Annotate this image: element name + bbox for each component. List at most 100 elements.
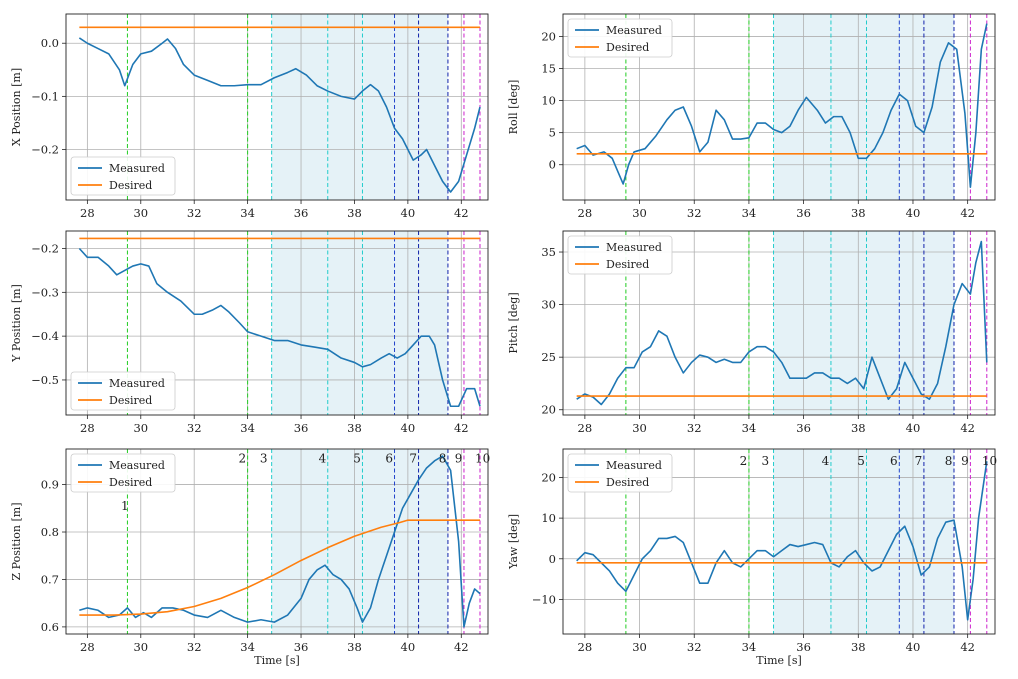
- legend: Measured Desired: [70, 156, 176, 196]
- legend-label: Desired: [606, 476, 649, 489]
- x-tick-label: 30: [133, 421, 148, 435]
- legend-label: Desired: [606, 258, 649, 271]
- event-annotation: 10: [475, 451, 490, 465]
- y-tick-label: −10: [532, 592, 556, 606]
- y-tick-label: 0: [549, 158, 556, 172]
- y-tick-label: 25: [541, 350, 556, 364]
- x-tick-label: 28: [80, 206, 95, 220]
- event-annotation: 1: [121, 499, 129, 513]
- x-tick-label: 28: [578, 421, 593, 435]
- y-tick-label: 20: [541, 470, 556, 484]
- x-tick-label: 36: [294, 206, 309, 220]
- x-tick-label: 32: [187, 640, 202, 654]
- axes-frame: [562, 13, 996, 201]
- x-tick-label: 36: [796, 421, 811, 435]
- y-tick-label: −0.4: [31, 329, 59, 343]
- y-tick-label: 15: [541, 62, 556, 76]
- series-line-measured: [78, 37, 481, 193]
- event-annotation: 8: [439, 451, 447, 465]
- x-tick-label: 34: [742, 421, 757, 435]
- x-tick-label: 42: [454, 640, 469, 654]
- legend: Measured Desired: [567, 18, 673, 58]
- event-annotation: 6: [385, 451, 393, 465]
- x-tick-label: 40: [906, 206, 921, 220]
- x-tick-label: 32: [687, 640, 702, 654]
- event-annotation: 3: [260, 451, 268, 465]
- x-tick-label: 30: [632, 640, 647, 654]
- x-tick-label: 40: [401, 206, 416, 220]
- shaded-region: [773, 449, 954, 634]
- event-annotation: 9: [455, 451, 463, 465]
- x-tick-label: 34: [240, 206, 255, 220]
- y-tick-label: 20: [541, 29, 556, 43]
- event-annotation: 4: [319, 451, 327, 465]
- legend-label: Measured: [606, 241, 662, 254]
- legend-label: Measured: [606, 459, 662, 472]
- y-tick-label: 0.6: [41, 620, 59, 634]
- y-tick-label: −0.2: [31, 143, 59, 157]
- legend-label: Desired: [109, 394, 152, 407]
- y-tick-label: 35: [541, 245, 556, 259]
- x-tick-label: 32: [187, 421, 202, 435]
- x-tick-label: 42: [454, 206, 469, 220]
- legend-label: Desired: [109, 476, 152, 489]
- x-tick-label: 30: [133, 206, 148, 220]
- y-tick-label: 0.7: [41, 572, 59, 586]
- x-tick-label: 36: [294, 421, 309, 435]
- x-tick-label: 36: [796, 640, 811, 654]
- x-tick-label: 38: [851, 640, 866, 654]
- x-tick-label: 38: [851, 421, 866, 435]
- x-tick-label: 40: [906, 421, 921, 435]
- event-annotation: 7: [915, 454, 923, 468]
- y-tick-label: −0.2: [31, 242, 59, 256]
- x-tick-label: 42: [960, 206, 975, 220]
- x-tick-label: 42: [960, 421, 975, 435]
- x-tick-label: 30: [632, 206, 647, 220]
- x-tick-label: 42: [454, 421, 469, 435]
- y-axis-label: X Position [m]: [10, 68, 23, 146]
- y-tick-label: 10: [541, 511, 556, 525]
- event-annotation: 2: [238, 451, 246, 465]
- x-axis-label: Time [s]: [254, 654, 300, 667]
- x-tick-label: 38: [851, 206, 866, 220]
- event-annotation: 3: [762, 454, 770, 468]
- x-tick-label: 38: [347, 421, 362, 435]
- y-axis-label: Z Position [m]: [10, 502, 23, 580]
- y-tick-label: 0: [549, 552, 556, 566]
- y-axis-label: Roll [deg]: [507, 80, 520, 135]
- x-tick-label: 34: [240, 640, 255, 654]
- legend: Measured Desired: [70, 453, 176, 493]
- x-tick-label: 40: [401, 421, 416, 435]
- event-annotation: 2: [740, 454, 748, 468]
- x-tick-label: 32: [187, 206, 202, 220]
- y-tick-label: −0.3: [31, 285, 59, 299]
- series-line-measured: [576, 23, 988, 188]
- x-tick-label: 34: [742, 206, 757, 220]
- y-tick-label: 20: [541, 403, 556, 417]
- panel-z-position: 28 30 32 34 36 38 40 420.60.70.80.9Z Position […: [10, 448, 490, 667]
- x-tick-label: 32: [687, 206, 702, 220]
- x-tick-label: 36: [294, 640, 309, 654]
- y-tick-label: 10: [541, 94, 556, 108]
- y-tick-label: 5: [549, 126, 556, 140]
- x-tick-label: 40: [906, 640, 921, 654]
- legend-label: Desired: [606, 41, 649, 54]
- x-tick-label: 34: [240, 421, 255, 435]
- shaded-region: [271, 231, 448, 415]
- event-annotation: 10: [982, 454, 997, 468]
- legend-label: Measured: [606, 24, 662, 37]
- y-tick-label: 0.0: [41, 36, 59, 50]
- x-tick-label: 28: [578, 206, 593, 220]
- x-tick-label: 38: [347, 206, 362, 220]
- axes-frame: [562, 230, 996, 416]
- x-tick-label: 36: [796, 206, 811, 220]
- series-line-measured: [78, 247, 481, 408]
- axes-frame: [65, 448, 489, 635]
- shaded-region: [271, 14, 448, 200]
- event-annotation: 9: [961, 454, 969, 468]
- y-tick-label: 30: [541, 298, 556, 312]
- y-tick-label: −0.1: [31, 89, 59, 103]
- series-line-desired: [79, 519, 480, 616]
